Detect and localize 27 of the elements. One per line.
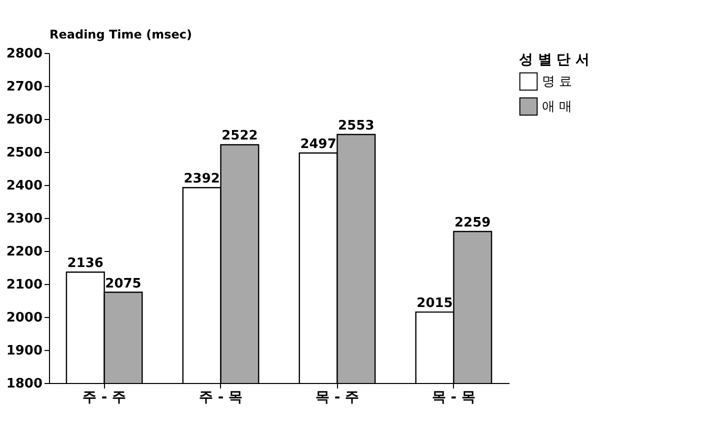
legend-label: 애 매	[542, 100, 572, 114]
legend-label: 명 료	[542, 74, 572, 90]
y-tick-label: 1900	[6, 344, 42, 358]
legend-title: 성 별 단 서	[519, 52, 590, 68]
y-tick-label: 2600	[6, 112, 42, 128]
data-label: 2015	[416, 296, 453, 312]
y-axis-title: Reading Time (msec)	[50, 28, 192, 42]
y-tick-label: 1800	[6, 376, 42, 392]
y-tick-label: 2200	[6, 244, 42, 260]
data-label: 2259	[454, 216, 491, 231]
y-tick-label: 2800	[6, 46, 42, 62]
x-tick-label: 주 - 목	[198, 390, 243, 406]
data-label: 2522	[222, 128, 258, 144]
x-tick-label: 주 - 주	[82, 390, 126, 406]
x-tick-label: 목 - 주	[315, 390, 360, 406]
y-tick-label: 2000	[6, 310, 42, 326]
x-tick-label: 목 - 목	[432, 390, 476, 406]
y-tick-label: 2700	[6, 80, 42, 94]
data-label: 2392	[184, 172, 220, 187]
y-tick-label: 2300	[6, 212, 42, 226]
data-label: 2553	[338, 118, 374, 134]
y-tick-label: 2400	[6, 178, 42, 194]
data-label: 2136	[67, 256, 104, 272]
data-label: 2497	[300, 136, 336, 152]
y-tick-label: 2100	[6, 278, 42, 292]
data-label: 2075	[105, 276, 142, 292]
y-tick-label: 2500	[6, 146, 42, 160]
